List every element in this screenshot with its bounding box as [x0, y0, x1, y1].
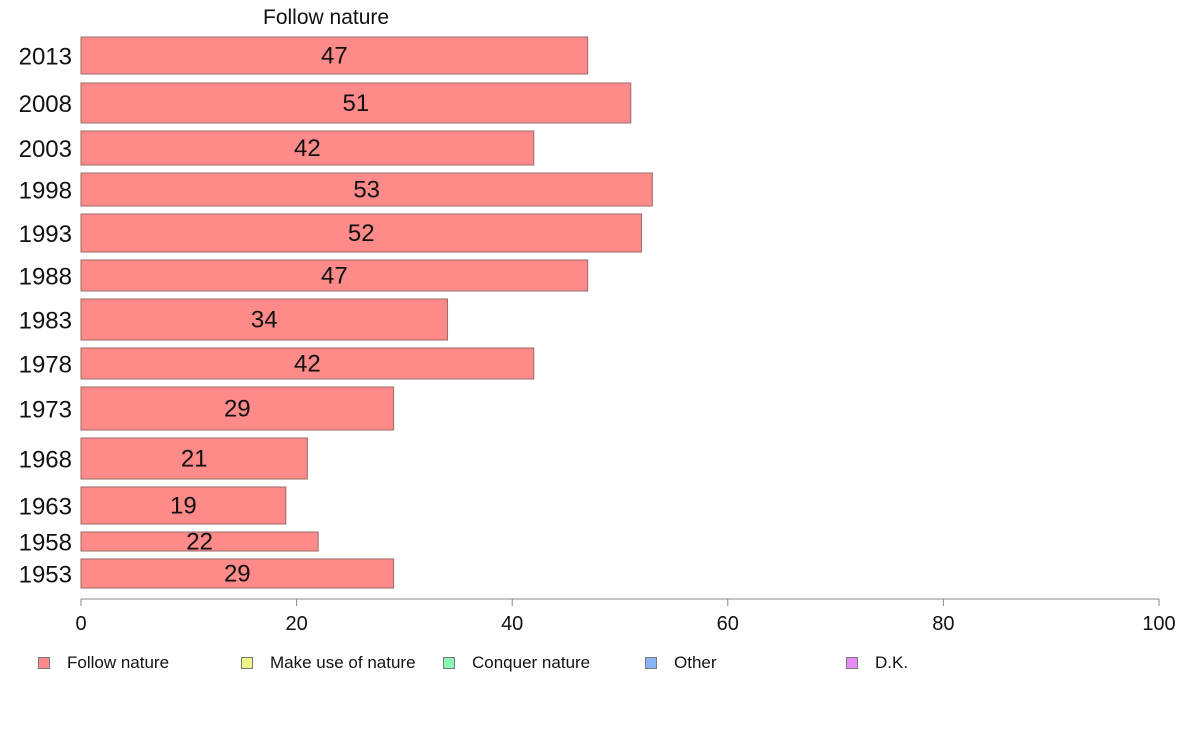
legend-swatch [443, 657, 455, 669]
y-tick-label-1973: 1973 [19, 397, 72, 424]
x-tick-label-0: 0 [75, 613, 86, 635]
chart-title: Follow nature [263, 6, 390, 29]
legend-swatch [38, 657, 50, 669]
y-tick-label-2013: 2013 [19, 44, 72, 71]
legend-label: Make use of nature [270, 653, 416, 672]
legend-item-dk: D.K. [846, 650, 908, 676]
bar-1998 [80, 172, 653, 207]
legend-label: Other [674, 653, 717, 672]
bar-1993 [80, 213, 643, 253]
bar-value-label-1958: 22 [186, 529, 213, 556]
legend-item-other: Other [645, 650, 717, 676]
bar-value-label-1973: 29 [224, 396, 251, 423]
bar-value-label-1978: 42 [294, 351, 321, 378]
bar-value-label-1983: 34 [251, 307, 278, 334]
bar-value-label-1968: 21 [181, 446, 208, 473]
bar-value-label-2013: 47 [321, 43, 348, 70]
legend-label: Conquer nature [472, 653, 591, 672]
bar-1958 [80, 531, 319, 552]
bar-1963 [80, 486, 287, 525]
legend-item-follow-nature: Follow nature [38, 650, 169, 676]
legend-label: Follow nature [67, 653, 170, 672]
bar-1988 [80, 259, 589, 292]
y-tick-label-2008: 2008 [19, 91, 72, 118]
bar-value-label-1993: 52 [348, 220, 375, 247]
bars-layer [80, 36, 653, 589]
x-axis: 0 20 40 60 80 100 [75, 598, 1176, 635]
legend-swatch [846, 657, 858, 669]
y-tick-label-1963: 1963 [19, 494, 72, 521]
y-tick-label-1953: 1953 [19, 562, 72, 589]
y-tick-label-1998: 1998 [19, 178, 72, 205]
legend: Follow nature Make use of nature Conquer… [0, 650, 1188, 676]
bar-1953 [80, 558, 395, 589]
legend-label: D.K. [875, 653, 909, 672]
legend-swatch [645, 657, 657, 669]
bar-value-label-1953: 29 [224, 561, 251, 588]
bar-1968 [80, 437, 308, 480]
y-tick-label-2003: 2003 [19, 136, 72, 163]
y-axis-tick-labels: 2013 2008 2003 1998 1993 1988 1983 1978 1973 1968… [19, 44, 72, 589]
x-tick-label-60: 60 [717, 613, 739, 635]
bar-value-label-2003: 42 [294, 135, 321, 162]
bar-2003 [80, 130, 535, 166]
x-tick-label-80: 80 [932, 613, 954, 635]
y-tick-label-1988: 1988 [19, 264, 72, 291]
bar-value-label-1998: 53 [353, 177, 380, 204]
legend-item-conquer-nature: Conquer nature [443, 650, 590, 676]
legend-swatch [241, 657, 253, 669]
legend-item-make-use-of-nature: Make use of nature [241, 650, 416, 676]
bar-value-label-2008: 51 [343, 90, 370, 117]
y-tick-label-1983: 1983 [19, 308, 72, 335]
y-tick-label-1958: 1958 [19, 530, 72, 557]
x-tick-label-100: 100 [1142, 613, 1175, 635]
y-tick-label-1968: 1968 [19, 447, 72, 474]
bar-2013 [80, 36, 589, 75]
bar-1983 [80, 298, 449, 341]
bar-value-label-1988: 47 [321, 263, 348, 290]
bar-1973 [80, 386, 395, 431]
x-tick-label-20: 20 [285, 613, 307, 635]
y-tick-label-1978: 1978 [19, 352, 72, 379]
bar-value-label-1963: 19 [170, 493, 197, 520]
bar-1978 [80, 347, 535, 380]
x-tick-label-40: 40 [501, 613, 523, 635]
y-tick-label-1993: 1993 [19, 221, 72, 248]
bar-2008 [80, 82, 632, 124]
